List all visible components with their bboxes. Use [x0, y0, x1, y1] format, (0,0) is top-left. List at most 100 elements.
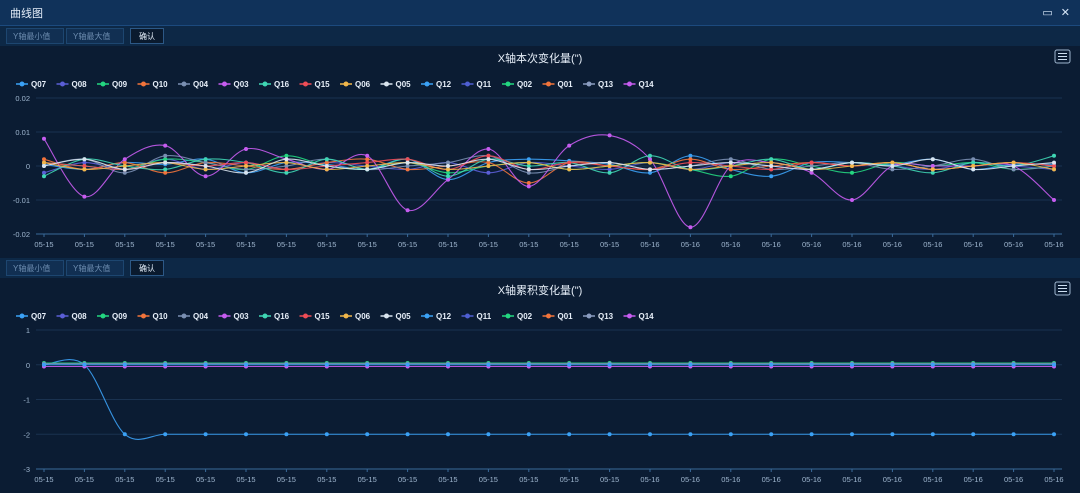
legend-item[interactable]: Q16 — [259, 80, 290, 89]
legend-label: Q11 — [477, 312, 492, 321]
data-point — [1011, 160, 1016, 165]
ymax-input-bottom[interactable]: Y轴最大值 — [66, 260, 124, 276]
legend-item[interactable]: Q10 — [137, 312, 169, 321]
data-point — [526, 157, 531, 162]
legend-item[interactable]: Q06 — [340, 80, 371, 89]
data-point — [567, 432, 572, 437]
data-point — [446, 164, 450, 168]
data-point — [1052, 164, 1056, 168]
data-point — [567, 167, 572, 172]
x-tick-label: 05-16 — [1004, 475, 1023, 484]
legend-item[interactable]: Q03 — [218, 312, 250, 321]
x-tick-label: 05-15 — [75, 240, 94, 249]
legend-item[interactable]: Q15 — [299, 80, 331, 89]
legend-item[interactable]: Q05 — [380, 80, 412, 89]
ymin-input-bottom[interactable]: Y轴最小值 — [6, 260, 64, 276]
data-point — [890, 160, 895, 165]
legend-item[interactable]: Q11 — [461, 80, 492, 89]
data-point — [486, 160, 491, 165]
legend-item[interactable]: Q12 — [421, 312, 452, 321]
legend-item[interactable]: Q14 — [623, 80, 655, 89]
data-point — [688, 153, 693, 158]
restore-icon[interactable]: ▭ — [1042, 7, 1053, 19]
legend-item[interactable]: Q09 — [97, 80, 128, 89]
legend-item[interactable]: Q01 — [542, 80, 574, 89]
x-tick-label: 05-16 — [721, 240, 740, 249]
data-point — [648, 362, 652, 367]
x-tick-label: 05-15 — [196, 240, 215, 249]
series-line-q07 — [43, 155, 1055, 181]
x-tick-label: 05-15 — [34, 240, 53, 249]
data-point — [163, 362, 168, 367]
legend-item[interactable]: Q04 — [178, 312, 209, 321]
legend-item[interactable]: Q04 — [178, 80, 209, 89]
legend-item[interactable]: Q01 — [542, 312, 574, 321]
legend-item[interactable]: Q11 — [461, 312, 492, 321]
x-tick-label: 05-15 — [519, 240, 538, 249]
data-point — [809, 432, 814, 437]
ymin-input-top[interactable]: Y轴最小值 — [6, 28, 64, 44]
legend-item[interactable]: Q13 — [583, 312, 614, 321]
data-point — [930, 362, 935, 367]
x-tick-label: 05-15 — [317, 240, 336, 249]
x-tick-label: 05-15 — [196, 475, 215, 484]
legend-item[interactable]: Q15 — [299, 312, 331, 321]
legend-item[interactable]: Q03 — [218, 80, 250, 89]
data-point — [1052, 153, 1056, 158]
ymax-input-top[interactable]: Y轴最大值 — [66, 28, 124, 44]
data-point — [244, 432, 248, 437]
legend-label: Q04 — [193, 312, 209, 321]
legend-label: Q05 — [396, 312, 412, 321]
legend-item[interactable]: Q02 — [502, 312, 533, 321]
confirm-button-bottom[interactable]: 确认 — [130, 260, 164, 276]
data-point — [446, 177, 450, 182]
legend-item[interactable]: Q16 — [259, 312, 290, 321]
legend-item[interactable]: Q13 — [583, 80, 614, 89]
data-point — [284, 432, 289, 437]
legend-item[interactable]: Q07 — [16, 80, 47, 89]
data-point — [769, 174, 774, 179]
legend-label: Q13 — [598, 80, 614, 89]
legend-label: Q08 — [72, 80, 88, 89]
x-tick-label: 05-16 — [681, 240, 700, 249]
data-point — [1011, 362, 1016, 367]
data-point — [284, 164, 289, 168]
chart-title: X轴累积变化量(") — [498, 283, 583, 297]
data-point — [42, 174, 46, 179]
data-point — [526, 160, 531, 165]
data-point — [688, 157, 693, 162]
data-point — [769, 160, 774, 165]
legend-item[interactable]: Q07 — [16, 312, 47, 321]
confirm-button-top[interactable]: 确认 — [130, 28, 164, 44]
data-point — [486, 147, 491, 151]
legend-label: Q01 — [558, 80, 574, 89]
x-tick-label: 05-15 — [519, 475, 538, 484]
legend-label: Q12 — [436, 312, 452, 321]
data-point — [324, 167, 329, 172]
legend-item[interactable]: Q08 — [56, 80, 88, 89]
legend-item[interactable]: Q05 — [380, 312, 412, 321]
legend-item[interactable]: Q10 — [137, 80, 169, 89]
data-point — [405, 362, 410, 367]
x-tick-label: 05-15 — [560, 240, 579, 249]
data-point — [809, 160, 814, 165]
legend-item[interactable]: Q08 — [56, 312, 88, 321]
data-point — [850, 198, 854, 202]
legend-item[interactable]: Q09 — [97, 312, 128, 321]
data-point — [728, 167, 733, 172]
legend-item[interactable]: Q12 — [421, 80, 452, 89]
legend-item[interactable]: Q14 — [623, 312, 655, 321]
data-point — [163, 160, 168, 165]
legend-label: Q14 — [639, 80, 655, 89]
legend-item[interactable]: Q02 — [502, 80, 533, 89]
data-point — [365, 432, 370, 437]
legend-item[interactable]: Q06 — [340, 312, 371, 321]
menu-icon[interactable] — [1054, 49, 1071, 64]
menu-icon[interactable] — [1054, 281, 1071, 296]
x-tick-label: 05-15 — [438, 475, 457, 484]
data-point — [244, 164, 248, 168]
data-point — [82, 157, 87, 162]
data-point — [324, 157, 329, 162]
data-point — [244, 170, 248, 175]
close-icon[interactable]: ✕ — [1060, 7, 1070, 19]
